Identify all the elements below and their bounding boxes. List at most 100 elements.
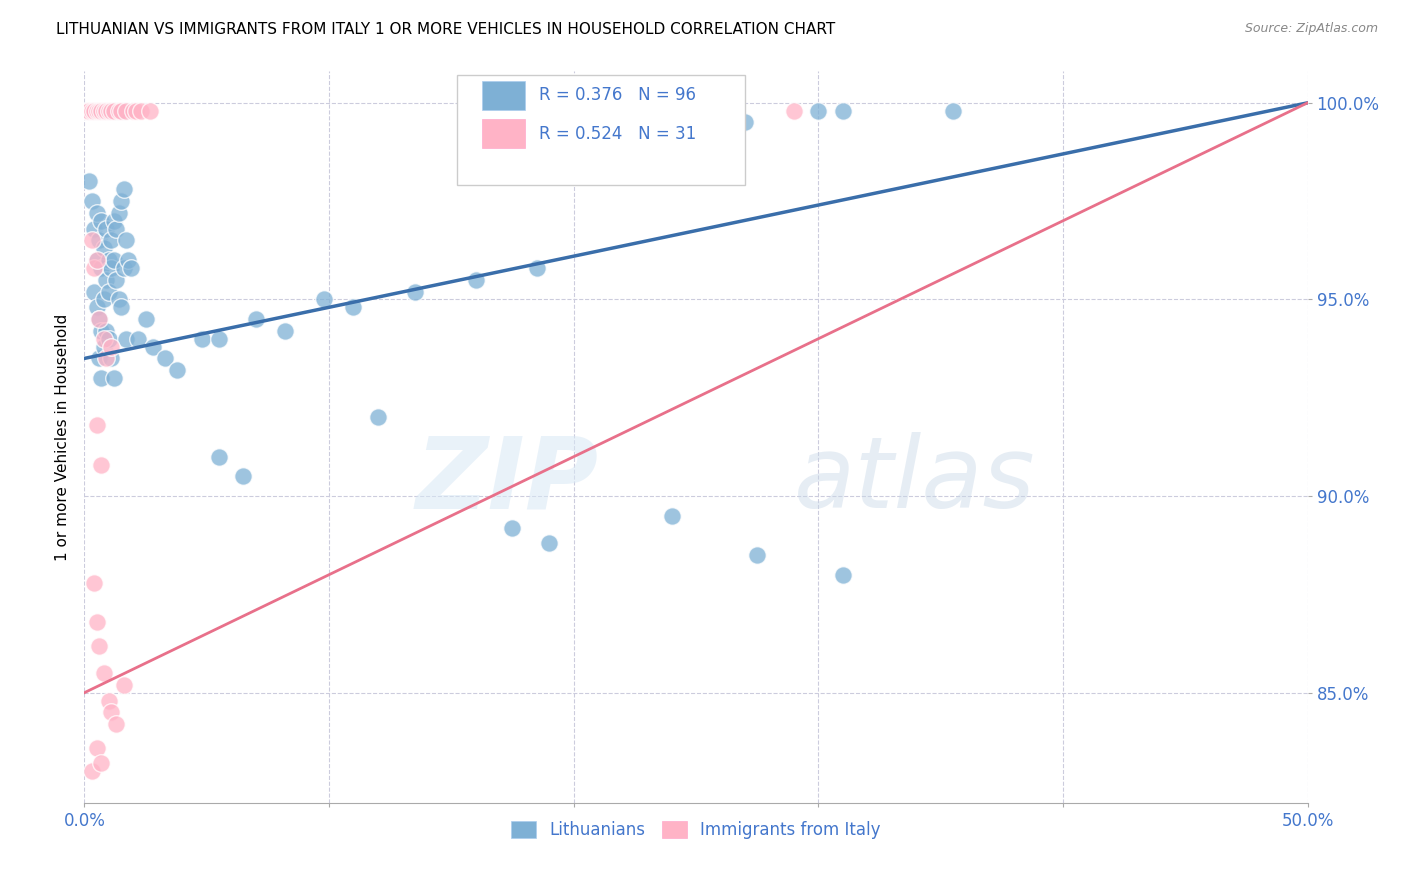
- Point: [76, 103, 98, 118]
- Point: [103, 253, 125, 268]
- Point: [83, 103, 105, 118]
- Point: [100, 351, 122, 366]
- FancyBboxPatch shape: [482, 119, 524, 148]
- Point: [110, 194, 132, 208]
- Point: [96, 221, 118, 235]
- Text: ZIP: ZIP: [415, 433, 598, 530]
- Point: [367, 410, 389, 425]
- Point: [90, 214, 112, 228]
- Point: [734, 115, 756, 129]
- Point: [96, 273, 118, 287]
- Text: R = 0.524   N = 31: R = 0.524 N = 31: [540, 125, 696, 143]
- Point: [599, 135, 621, 149]
- Text: R = 0.376   N = 96: R = 0.376 N = 96: [540, 87, 696, 104]
- Text: LITHUANIAN VS IMMIGRANTS FROM ITALY 1 OR MORE VEHICLES IN HOUSEHOLD CORRELATION : LITHUANIAN VS IMMIGRANTS FROM ITALY 1 OR…: [56, 22, 835, 37]
- Point: [747, 548, 769, 562]
- Y-axis label: 1 or more Vehicles in Household: 1 or more Vehicles in Household: [55, 313, 70, 561]
- Point: [86, 301, 108, 315]
- Point: [96, 103, 118, 118]
- Point: [502, 520, 524, 534]
- Point: [112, 182, 135, 196]
- Point: [107, 293, 129, 307]
- Point: [87, 234, 110, 248]
- Point: [83, 260, 105, 275]
- Point: [90, 103, 112, 118]
- Point: [90, 458, 112, 472]
- Point: [783, 103, 806, 118]
- Point: [87, 103, 110, 118]
- Point: [100, 260, 122, 275]
- Point: [404, 285, 426, 299]
- Point: [191, 332, 214, 346]
- Point: [87, 351, 110, 366]
- Point: [942, 103, 965, 118]
- Point: [97, 693, 120, 707]
- Point: [96, 351, 118, 366]
- Point: [110, 301, 132, 315]
- Point: [208, 450, 231, 464]
- Point: [538, 536, 561, 550]
- Point: [103, 214, 125, 228]
- Point: [115, 234, 138, 248]
- Point: [93, 293, 115, 307]
- Point: [87, 312, 110, 326]
- Point: [97, 332, 120, 346]
- Point: [97, 103, 120, 118]
- Point: [97, 103, 120, 118]
- Point: [100, 103, 122, 118]
- Point: [232, 469, 254, 483]
- Text: Source: ZipAtlas.com: Source: ZipAtlas.com: [1244, 22, 1378, 36]
- Point: [80, 103, 103, 118]
- Point: [100, 103, 122, 118]
- Point: [86, 103, 108, 118]
- Point: [80, 764, 103, 779]
- Point: [80, 103, 103, 118]
- Point: [93, 332, 115, 346]
- Point: [166, 363, 188, 377]
- Point: [93, 103, 115, 118]
- Point: [90, 756, 112, 771]
- Point: [83, 575, 105, 590]
- Point: [129, 103, 152, 118]
- Point: [208, 332, 231, 346]
- Point: [100, 340, 122, 354]
- Point: [831, 103, 853, 118]
- Point: [96, 103, 118, 118]
- Point: [831, 567, 853, 582]
- Point: [93, 241, 115, 255]
- Point: [96, 103, 118, 118]
- Point: [105, 717, 128, 731]
- Point: [86, 615, 108, 629]
- Point: [80, 194, 103, 208]
- Point: [86, 103, 108, 118]
- Legend: Lithuanians, Immigrants from Italy: Lithuanians, Immigrants from Italy: [505, 814, 887, 846]
- Point: [142, 340, 165, 354]
- Point: [125, 103, 148, 118]
- Point: [80, 103, 103, 118]
- Point: [90, 103, 112, 118]
- Point: [100, 234, 122, 248]
- Point: [86, 418, 108, 433]
- Point: [117, 253, 139, 268]
- Point: [86, 206, 108, 220]
- Point: [97, 103, 120, 118]
- Point: [77, 174, 100, 188]
- Point: [77, 103, 100, 118]
- Point: [112, 260, 135, 275]
- Point: [464, 273, 486, 287]
- Point: [96, 324, 118, 338]
- Point: [93, 103, 115, 118]
- Point: [97, 253, 120, 268]
- Point: [120, 260, 142, 275]
- Point: [86, 253, 108, 268]
- Point: [274, 324, 297, 338]
- Point: [93, 103, 115, 118]
- FancyBboxPatch shape: [457, 75, 745, 185]
- FancyBboxPatch shape: [482, 81, 524, 110]
- Point: [105, 273, 128, 287]
- Point: [105, 103, 128, 118]
- Point: [93, 340, 115, 354]
- Point: [87, 312, 110, 326]
- Point: [93, 666, 115, 681]
- Point: [245, 312, 267, 326]
